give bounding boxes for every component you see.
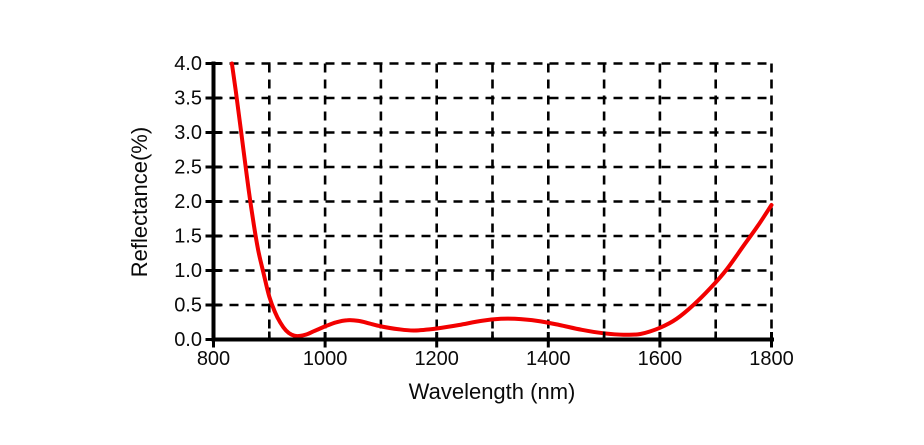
reflectance-curve-path	[229, 61, 774, 339]
x-tick-label: 1600	[638, 348, 683, 370]
x-tick-label: 800	[197, 348, 230, 370]
y-axis-title: Reflectance(%)	[127, 127, 152, 277]
x-axis-title: Wavelength (nm)	[409, 379, 576, 404]
x-tick-label: 1200	[414, 348, 459, 370]
y-tick-label: 1.5	[174, 226, 202, 248]
x-tick-label: 1400	[526, 348, 571, 370]
y-tick-label: 1.0	[174, 260, 202, 282]
y-tick-label: 0.5	[174, 295, 202, 317]
x-tick-label: 1800	[749, 348, 794, 370]
y-tick-label: 2.5	[174, 157, 202, 179]
tick-labels: 0.0 0.5 1.0 1.5 2.0 2.5 3.0 3.5 4.0 800 1000 1200 14…	[174, 53, 794, 370]
reflectance-curve	[229, 61, 774, 339]
y-tick-label: 2.0	[174, 191, 202, 213]
y-tick-label: 3.5	[174, 88, 202, 110]
y-tick-label: 4.0	[174, 53, 202, 75]
x-tick-label: 1000	[303, 348, 348, 370]
tick-marks	[205, 62, 773, 348]
y-tick-label: 0.0	[174, 329, 202, 351]
y-tick-label: 3.0	[174, 122, 202, 144]
dashed-gridlines	[213, 62, 773, 340]
